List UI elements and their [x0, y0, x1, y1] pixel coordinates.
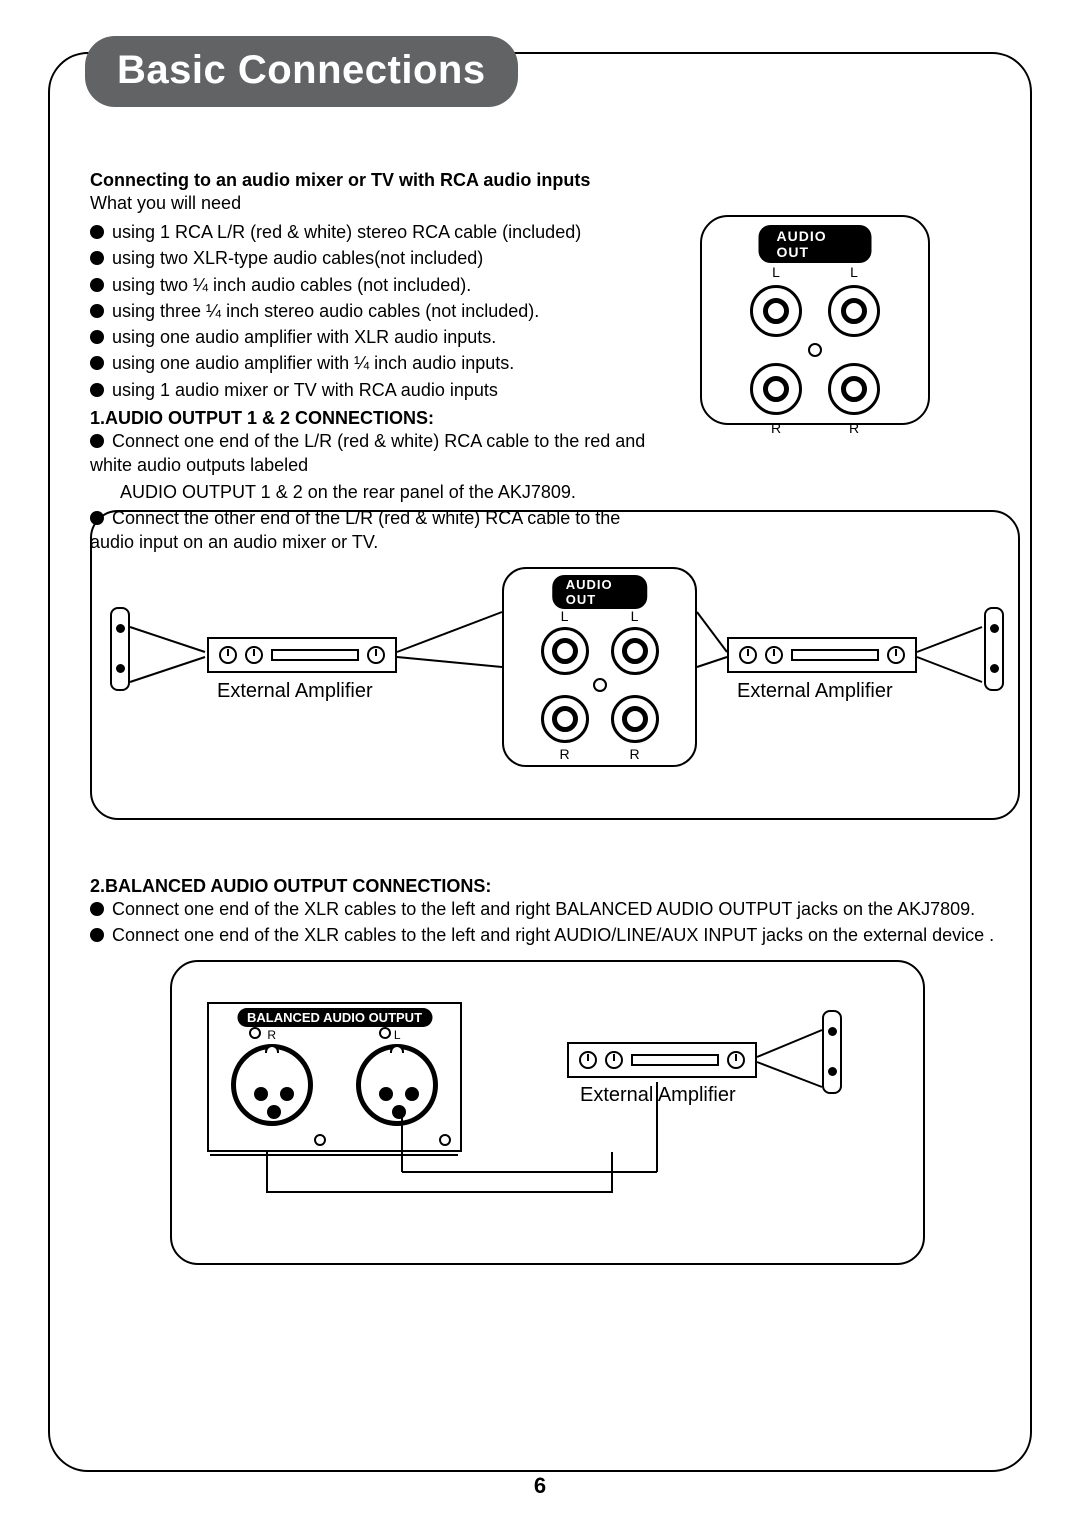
speaker-icon	[984, 607, 1004, 691]
audio-out-panel-center: AUDIO OUT L L R R	[502, 567, 697, 767]
need-item: using one audio amplifier with XLR audio…	[112, 327, 496, 347]
label-L: L	[356, 1028, 438, 1042]
need-item: using two XLR-type audio cables(not incl…	[112, 248, 483, 268]
bullet-icon	[90, 304, 104, 318]
amplifier-icon	[727, 637, 917, 673]
screw-icon	[249, 1027, 261, 1039]
bullet-icon	[90, 902, 104, 916]
amplifier-icon	[567, 1042, 757, 1078]
lead-text: What you will need	[90, 193, 650, 214]
need-item: using one audio amplifier with ¼ inch au…	[112, 353, 514, 373]
need-list: using 1 RCA L/R (red & white) stereo RCA…	[90, 220, 650, 402]
bullet-icon	[90, 383, 104, 397]
need-item: using three ¼ inch stereo audio cables (…	[112, 301, 539, 321]
label-R: R	[231, 1028, 313, 1042]
bullet-icon	[90, 928, 104, 942]
label-L: L	[772, 264, 780, 280]
screw-icon	[314, 1134, 326, 1146]
speaker-icon	[110, 607, 130, 691]
need-item: using 1 audio mixer or TV with RCA audio…	[112, 380, 498, 400]
bullet-icon	[90, 330, 104, 344]
label-R: R	[559, 746, 569, 762]
bullet-icon	[90, 278, 104, 292]
wire-icon	[917, 607, 987, 697]
audio-out-label: AUDIO OUT	[759, 225, 872, 263]
subtitle: Connecting to an audio mixer or TV with …	[90, 170, 650, 191]
section1-heading: 1.AUDIO OUTPUT 1 & 2 CONNECTIONS:	[90, 408, 650, 429]
rca-jack-icon	[611, 695, 659, 743]
diagram-balanced-output: BALANCED AUDIO OUTPUT R L External Ampli…	[170, 960, 925, 1265]
sec1-step-cont: AUDIO OUTPUT 1 & 2 on the rear panel of …	[120, 482, 576, 502]
bullet-icon	[90, 434, 104, 448]
sec2-step: Connect one end of the XLR cables to the…	[112, 899, 975, 919]
wire-icon	[130, 607, 210, 697]
need-item: using two ¼ inch audio cables (not inclu…	[112, 275, 471, 295]
balanced-output-panel: BALANCED AUDIO OUTPUT R L	[207, 1002, 462, 1152]
bullet-icon	[90, 225, 104, 239]
rca-jack-icon	[750, 363, 802, 415]
need-item: using 1 RCA L/R (red & white) stereo RCA…	[112, 222, 581, 242]
rca-jack-icon	[828, 285, 880, 337]
label-L: L	[850, 264, 858, 280]
label-L: L	[631, 608, 639, 624]
sec1-step: Connect one end of the L/R (red & white)…	[90, 431, 645, 475]
wire-icon	[267, 1152, 617, 1212]
bullet-icon	[90, 356, 104, 370]
title-tab: Basic Connections	[85, 36, 518, 107]
screw-icon	[593, 678, 607, 692]
rca-jack-icon	[541, 695, 589, 743]
rca-jack-icon	[541, 627, 589, 675]
wire-icon	[697, 612, 732, 672]
screw-icon	[808, 343, 822, 357]
rca-jack-icon	[611, 627, 659, 675]
external-amplifier-label: External Amplifier	[737, 680, 893, 703]
label-L: L	[561, 608, 569, 624]
balanced-output-label: BALANCED AUDIO OUTPUT	[237, 1008, 432, 1027]
screw-icon	[379, 1027, 391, 1039]
rca-grid: L L R R	[539, 607, 661, 763]
audio-out-label: AUDIO OUT	[552, 575, 648, 609]
audio-out-panel-small: AUDIO OUT L L R R	[700, 215, 930, 425]
rca-jack-icon	[828, 363, 880, 415]
label-R: R	[629, 746, 639, 762]
section2-heading: 2.BALANCED AUDIO OUTPUT CONNECTIONS:	[90, 876, 1030, 897]
sec2-step: Connect one end of the XLR cables to the…	[112, 925, 994, 945]
page-number: 6	[534, 1473, 546, 1499]
bullet-icon	[90, 251, 104, 265]
wire-icon	[757, 1012, 827, 1102]
rca-grid: L L R R	[747, 262, 883, 438]
wire-icon	[397, 612, 507, 672]
screw-icon	[439, 1134, 451, 1146]
external-amplifier-label: External Amplifier	[217, 680, 373, 703]
label-R: R	[771, 420, 781, 436]
rca-jack-icon	[750, 285, 802, 337]
diagram-audio-output: External Amplifier External Amplifier AU…	[90, 510, 1020, 820]
xlr-jack-icon	[356, 1044, 438, 1126]
section2: 2.BALANCED AUDIO OUTPUT CONNECTIONS: Con…	[90, 870, 1030, 950]
amplifier-icon	[207, 637, 397, 673]
xlr-jack-icon	[231, 1044, 313, 1126]
label-R: R	[849, 420, 859, 436]
